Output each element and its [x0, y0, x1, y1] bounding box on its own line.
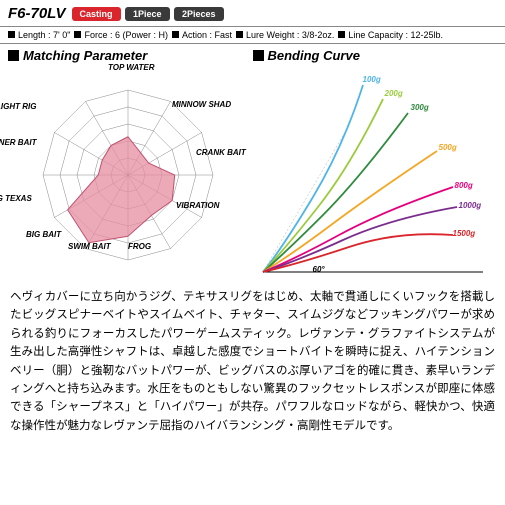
spec-length: Length : 7' 0": [18, 30, 70, 40]
description: ヘヴィカバーに立ち向かうジグ、テキサスリグをはじめ、太軸で貫通しにくいフックを搭…: [0, 282, 505, 441]
curve-load-label: 1500g: [453, 229, 476, 238]
curve-load-label: 800g: [455, 181, 473, 190]
radar-axis-label: MINNOW SHAD: [172, 101, 231, 109]
radar-axis-label: VIBRATION: [176, 202, 219, 210]
spec-row: Length : 7' 0" Force : 6 (Power : H) Act…: [0, 26, 505, 44]
radar-title: Matching Parameter: [8, 48, 253, 63]
curve-title: Bending Curve: [253, 48, 498, 63]
radar-chart: TOP WATER MINNOW SHAD CRANK BAIT VIBRATION F…: [8, 67, 253, 282]
curve-load-label: 200g: [385, 89, 403, 98]
radar-axis-label: JIG TEXAS: [0, 195, 32, 203]
curve-load-label: 500g: [439, 143, 457, 152]
curve-load-label: 1000g: [459, 201, 482, 210]
radar-axis-label: SWIM BAIT: [68, 243, 111, 251]
radar-axis-label: LIGHT RIG: [0, 103, 36, 111]
radar-axis-label: BIG BAIT: [26, 231, 61, 239]
radar-axis-label: TOP WATER: [108, 64, 155, 72]
spec-line: Line Capacity : 12-25lb.: [348, 30, 443, 40]
badge: 1Piece: [125, 7, 170, 21]
badge: 2Pieces: [174, 7, 224, 21]
model-code: F6-70LV: [8, 5, 66, 22]
header: F6-70LV Casting 1Piece 2Pieces: [0, 0, 505, 26]
bending-curve-chart: 100g 200g 300g 500g 800g 1000g 1500g 60°: [253, 67, 498, 282]
curve-load-label: 300g: [411, 103, 429, 112]
spec-lure: Lure Weight : 3/8-2oz.: [246, 30, 334, 40]
spec-action: Action : Fast: [182, 30, 232, 40]
angle-label: 60°: [313, 265, 325, 274]
radar-axis-label: SPINNER BAIT: [0, 139, 36, 147]
radar-axis-label: CRANK BAIT: [196, 149, 246, 157]
radar-axis-label: FROG: [128, 243, 151, 251]
spec-force: Force : 6 (Power : H): [84, 30, 168, 40]
badge: Casting: [72, 7, 121, 21]
curve-load-label: 100g: [363, 75, 381, 84]
